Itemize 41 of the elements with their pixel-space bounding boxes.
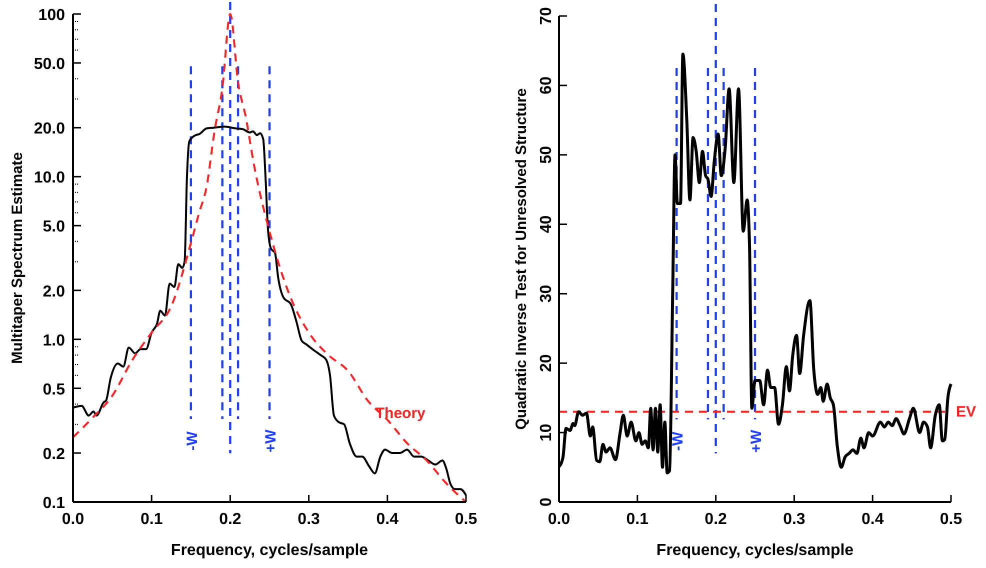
x-axis-title: Frequency, cycles/sample	[170, 542, 368, 559]
x-tick-label: 0.2	[219, 511, 242, 528]
y-tick-label: 50	[538, 146, 555, 164]
ref-line-label: +W	[748, 428, 765, 453]
x-axis-title: Frequency, cycles/sample	[656, 542, 854, 559]
y-tick-label: 0.5	[42, 381, 66, 398]
x-tick-label: 0.1	[626, 511, 649, 528]
x-tick-label: 0.5	[940, 511, 962, 528]
y-tick-label: 70	[538, 7, 555, 25]
x-tick-label: 0.4	[376, 511, 399, 528]
x-tick-label: 0.0	[62, 511, 84, 528]
y-tick-label: 0	[538, 497, 555, 506]
y-tick-label: 40	[538, 215, 555, 234]
y-tick-label: 60	[538, 76, 555, 94]
x-tick-label: 0.0	[548, 511, 570, 528]
series-label: Theory	[375, 404, 426, 422]
y-tick-label: 30	[538, 284, 555, 303]
x-tick-label: 0.1	[140, 511, 163, 528]
ref-line-label: -W	[670, 430, 687, 451]
line-series	[72, 13, 467, 503]
ref-line-label: -W	[184, 430, 201, 451]
x-tick-label: 0.2	[704, 511, 728, 528]
y-tick-label: 50.0	[34, 56, 66, 73]
ref-line-label: EV	[956, 404, 976, 421]
x-tick-label: 0.4	[861, 511, 884, 528]
x-tick-label: 0.5	[454, 511, 478, 528]
ref-line-label: +W	[262, 428, 280, 452]
y-tick-label: 5.0	[42, 218, 66, 236]
y-tick-label: 10.0	[34, 170, 66, 187]
y-tick-label: 20	[538, 354, 555, 372]
y-tick-label: 20.0	[34, 120, 66, 138]
y-axis-title: Quadratic Inverse Test for Unresolved Structure	[513, 88, 530, 430]
y-tick-label: 10	[538, 424, 555, 442]
y-tick-label: 1.0	[42, 332, 66, 350]
y-tick-label: 2.0	[42, 283, 66, 300]
x-tick-label: 0.3	[298, 511, 320, 528]
y-tick-label: 100	[38, 7, 66, 24]
y-tick-label: 0.2	[42, 446, 66, 464]
x-tick-label: 0.3	[783, 511, 806, 528]
y-tick-label: 0.1	[42, 495, 66, 512]
y-axis-title: Multitaper Spectrum Estimate	[9, 152, 26, 364]
